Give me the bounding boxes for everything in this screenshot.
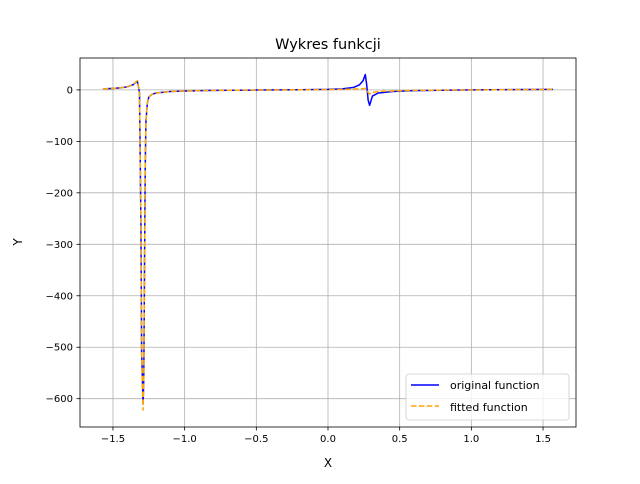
y-tick-label: −100	[46, 137, 73, 148]
x-tick-label: 0.0	[320, 434, 336, 445]
y-axis-label: Y	[11, 238, 25, 247]
series-line-fitted	[102, 79, 554, 411]
x-tick-label: −0.5	[244, 434, 268, 445]
y-tick-label: −400	[46, 291, 73, 302]
y-axis: 0 −100 −200 −300 −400 −500 −600	[46, 85, 80, 405]
y-tick-label: 0	[67, 85, 73, 96]
y-tick-label: −200	[46, 188, 73, 199]
y-tick-label: −600	[46, 394, 73, 405]
x-axis-label: X	[324, 456, 332, 470]
chart-title: Wykres funkcji	[275, 37, 381, 53]
x-tick-label: −1.5	[101, 434, 125, 445]
x-tick-label: 1.0	[463, 434, 479, 445]
legend-label-original: original function	[450, 379, 540, 392]
y-tick-label: −300	[46, 240, 73, 251]
x-tick-label: −1.0	[172, 434, 196, 445]
legend: original function fitted function	[405, 373, 570, 421]
legend-label-fitted: fitted function	[450, 401, 528, 414]
y-tick-label: −500	[46, 343, 73, 354]
series-line-original	[102, 73, 554, 405]
x-tick-label: 0.5	[392, 434, 408, 445]
x-tick-label: 1.5	[535, 434, 551, 445]
legend-box	[405, 373, 570, 421]
series-layer	[102, 73, 554, 411]
x-axis: −1.5 −1.0 −0.5 0.0 0.5 1.0 1.5	[101, 427, 551, 445]
